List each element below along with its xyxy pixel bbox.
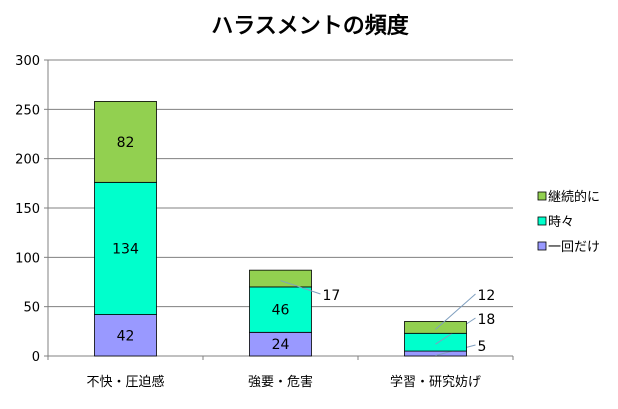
y-tick-label: 50 xyxy=(23,301,40,316)
chart-title: ハラスメントの頻度 xyxy=(211,13,410,39)
data-label: 42 xyxy=(117,328,135,344)
data-label: 24 xyxy=(272,337,290,353)
bar-segment xyxy=(94,181,157,315)
leader-line xyxy=(280,280,321,295)
data-label: 17 xyxy=(323,288,341,304)
data-label: 134 xyxy=(112,241,139,257)
legend-swatch xyxy=(537,216,547,226)
data-label: 18 xyxy=(478,312,496,328)
bar-segment xyxy=(249,269,312,288)
legend-label: 継続的に xyxy=(548,189,600,205)
leader-line xyxy=(435,293,476,330)
legend-swatch xyxy=(537,241,547,251)
bar-segment xyxy=(404,332,467,352)
x-category-label: 不快・圧迫感 xyxy=(86,374,164,390)
data-label: 46 xyxy=(272,303,290,319)
y-tick-label: 250 xyxy=(15,103,40,118)
x-category-label: 強要・危害 xyxy=(248,374,313,390)
y-tick-label: 300 xyxy=(15,54,40,69)
bar-segment xyxy=(404,321,467,334)
data-label: 12 xyxy=(478,288,496,304)
y-tick-label: 200 xyxy=(15,153,40,168)
y-tick-label: 100 xyxy=(15,251,40,266)
y-tick-label: 0 xyxy=(32,350,40,365)
legend-label: 一回だけ xyxy=(548,240,600,255)
x-category-label: 学習・研究妨げ xyxy=(390,374,481,390)
data-label: 82 xyxy=(117,135,135,151)
y-tick-label: 150 xyxy=(15,202,40,217)
bar-segment xyxy=(94,101,157,183)
data-label: 5 xyxy=(478,339,487,355)
legend-label: 時々 xyxy=(548,215,574,230)
legend-swatch xyxy=(537,191,547,201)
